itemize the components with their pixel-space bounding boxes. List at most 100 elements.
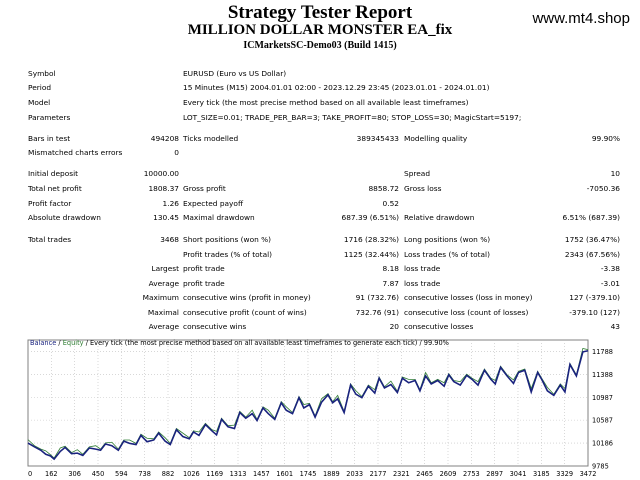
profit-factor-label: Profit factor <box>28 199 72 208</box>
maximal-loss-value: -379.10 (127) <box>569 308 620 317</box>
initial-deposit-value: 10000.00 <box>143 169 179 178</box>
max-wins-label: consecutive wins (profit in money) <box>183 293 311 302</box>
x-tick-label: 1313 <box>230 470 247 478</box>
initial-deposit-label: Initial deposit <box>28 169 79 178</box>
average-profit-label: profit trade <box>183 279 225 288</box>
x-tick-label: 162 <box>45 470 58 478</box>
gross-profit-value: 8858.72 <box>368 184 399 193</box>
average-loss-label: loss trade <box>404 279 441 288</box>
period-label: Period <box>28 83 52 92</box>
maximal-loss-label: consecutive loss (count of losses) <box>404 308 529 317</box>
relative-drawdown-value: 6.51% (687.39) <box>562 213 620 222</box>
x-tick-label: 450 <box>92 470 105 478</box>
profit-trades-label: Profit trades (% of total) <box>183 250 273 259</box>
average-loss-value: -3.01 <box>600 279 620 288</box>
quality-label: Modelling quality <box>404 134 468 143</box>
relative-drawdown-label: Relative drawdown <box>404 213 475 222</box>
largest-label: Largest <box>151 264 179 273</box>
x-tick-label: 594 <box>115 470 128 478</box>
balance-equity-chart: 0 162 306 450 594 738 882 1026 1169 1313 1457 1601 1… <box>27 339 613 478</box>
y-tick-label: 11788 <box>592 348 613 356</box>
x-tick-label: 0 <box>28 470 32 478</box>
mismatch-label: Mismatched charts errors <box>28 148 123 157</box>
y-tick-label: 10587 <box>592 417 613 425</box>
report-title: Strategy Tester Report <box>227 2 413 23</box>
total-trades-label: Total trades <box>28 235 72 244</box>
max-losses-label: consecutive losses (loss in money) <box>404 293 533 302</box>
loss-trades-value: 2343 (67.56%) <box>564 250 620 259</box>
bars-label: Bars in test <box>28 134 71 143</box>
x-tick-label: 2753 <box>463 470 480 478</box>
absolute-drawdown-label: Absolute drawdown <box>28 213 101 222</box>
mismatch-value: 0 <box>174 148 179 157</box>
average-label: Average <box>148 279 179 288</box>
expected-payoff-value: 0.52 <box>382 199 399 208</box>
maximal-profit-label: consecutive profit (count of wins) <box>183 308 307 317</box>
x-tick-label: 2321 <box>393 470 410 478</box>
x-tick-label: 1169 <box>206 470 223 478</box>
largest-profit-value: 8.18 <box>382 264 399 273</box>
largest-loss-value: -3.38 <box>600 264 620 273</box>
balance-line <box>27 349 589 461</box>
account-info: ICMarketsSC-Demo03 (Build 1415) <box>243 40 397 51</box>
x-tick-label: 2177 <box>370 470 387 478</box>
y-tick-label: 9785 <box>592 463 609 471</box>
y-tick-label: 10186 <box>592 440 613 448</box>
net-profit-label: Total net profit <box>28 184 82 193</box>
x-tick-label: 738 <box>138 470 151 478</box>
parameters-label: Parameters <box>28 113 71 122</box>
short-positions-label: Short positions (won %) <box>183 235 272 244</box>
expected-payoff-label: Expected payoff <box>183 199 244 208</box>
gross-loss-value: -7050.36 <box>586 184 620 193</box>
legend-sep: / <box>56 339 63 347</box>
chart-legend: Balance / Equity / Every tick (the most … <box>30 339 449 347</box>
ticks-label: Ticks modelled <box>183 134 239 143</box>
avg-losses-label: consecutive losses <box>404 322 474 331</box>
average-profit-value: 7.87 <box>382 279 399 288</box>
profit-trades-value: 1125 (32.44%) <box>343 250 399 259</box>
x-tick-label: 3041 <box>510 470 527 478</box>
x-tick-label: 2609 <box>440 470 457 478</box>
maximal-drawdown-label: Maximal drawdown <box>183 213 255 222</box>
x-tick-label: 2033 <box>346 470 363 478</box>
largest-loss-label: loss trade <box>404 264 441 273</box>
x-tick-label: 1745 <box>300 470 317 478</box>
legend-balance: Balance <box>30 339 57 347</box>
x-tick-label: 1457 <box>253 470 270 478</box>
x-tick-label: 1026 <box>183 470 200 478</box>
quality-value: 99.90% <box>591 134 620 143</box>
max-losses-value: 127 (-379.10) <box>569 293 620 302</box>
avg-wins-value: 20 <box>389 322 399 331</box>
gross-loss-label: Gross loss <box>404 184 442 193</box>
legend-equity: Equity <box>62 339 84 347</box>
y-tick-label: 11388 <box>592 371 613 379</box>
x-tick-label: 306 <box>68 470 81 478</box>
gross-profit-label: Gross profit <box>183 184 226 193</box>
model-label: Model <box>28 98 51 107</box>
avg-wins-label: consecutive wins <box>183 322 247 331</box>
avg-consec-label: Average <box>148 322 179 331</box>
period-value: 15 Minutes (M15) 2004.01.01 02:00 - 2023… <box>183 83 490 92</box>
absolute-drawdown-value: 130.45 <box>153 213 179 222</box>
watermark-text: www.mt4.shop <box>532 10 630 27</box>
model-value: Every tick (the most precise method base… <box>183 98 469 107</box>
long-positions-label: Long positions (won %) <box>404 235 491 244</box>
x-tick-label: 1889 <box>323 470 340 478</box>
largest-profit-label: profit trade <box>183 264 225 273</box>
x-tick-label: 2897 <box>486 470 503 478</box>
x-tick-label: 1601 <box>276 470 293 478</box>
total-trades-value: 3468 <box>160 235 179 244</box>
x-tick-label: 3472 <box>580 470 597 478</box>
maximal-profit-value: 732.76 (91) <box>355 308 399 317</box>
maximal-label: Maximal <box>147 308 179 317</box>
profit-factor-value: 1.26 <box>162 199 179 208</box>
symbol-label: Symbol <box>28 69 56 78</box>
net-profit-value: 1808.37 <box>148 184 179 193</box>
parameters-value: LOT_SIZE=0.01; TRADE_PER_BAR=3; TAKE_PRO… <box>183 113 522 122</box>
maximal-drawdown-value: 687.39 (6.51%) <box>341 213 399 222</box>
ea-name: MILLION DOLLAR MONSTER EA_fix <box>187 22 453 38</box>
avg-losses-value: 43 <box>610 322 620 331</box>
x-tick-label: 2465 <box>416 470 433 478</box>
x-tick-label: 882 <box>162 470 175 478</box>
ticks-value: 389345433 <box>356 134 399 143</box>
